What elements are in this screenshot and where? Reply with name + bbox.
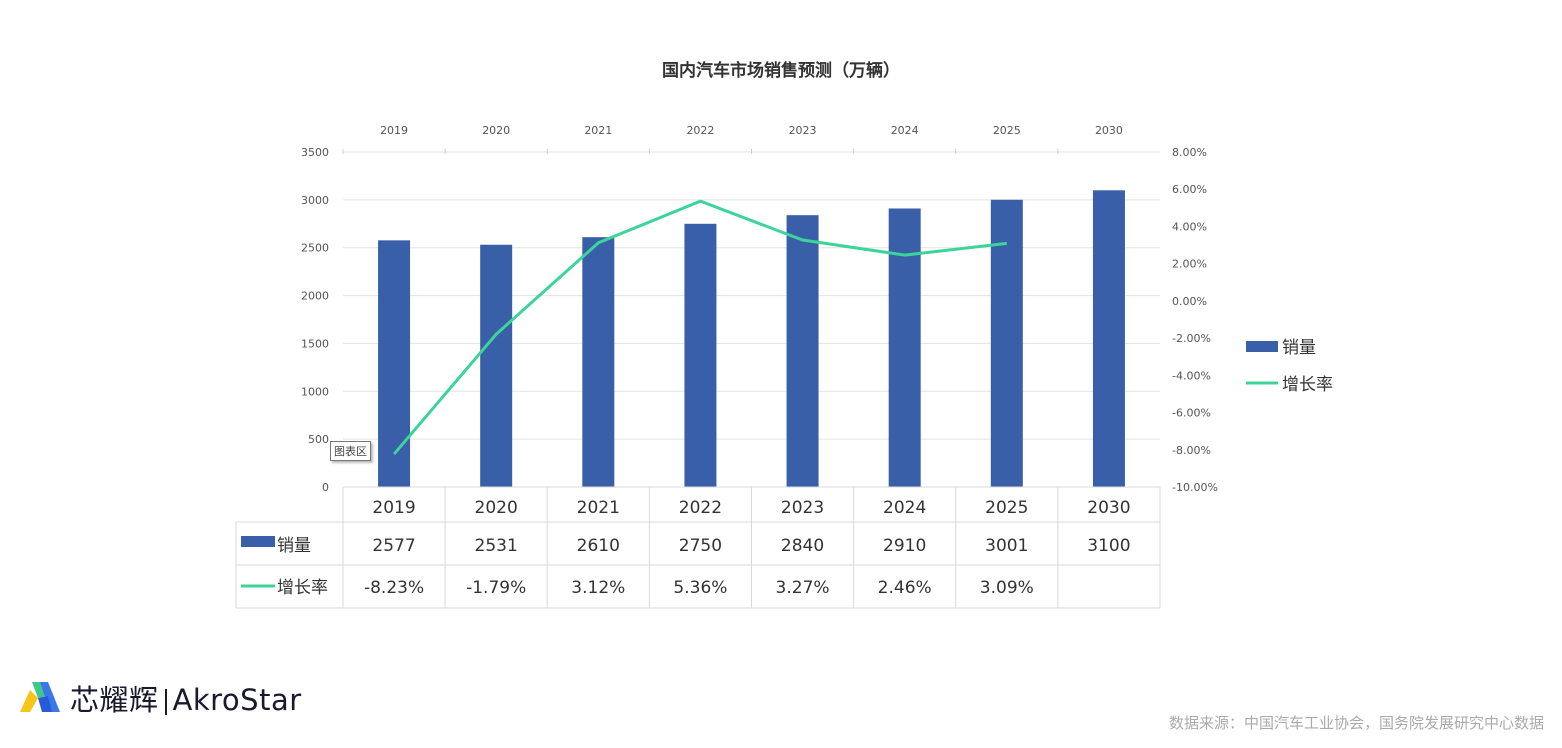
table-growth-value: 3.27% (776, 578, 830, 598)
table-sales-label: 销量 (277, 536, 311, 556)
left-axis-tick: 3000 (301, 194, 329, 207)
right-axis-tick: -8.00% (1172, 444, 1211, 457)
bar-2022 (684, 223, 717, 488)
left-axis-tick: 2000 (301, 290, 329, 303)
table-sales-value: 2840 (781, 536, 824, 556)
table-sales-key-icon (241, 536, 275, 547)
table-growth-value: 2.46% (878, 578, 932, 598)
right-axis-tick: 8.00% (1172, 146, 1207, 159)
table-year: 2019 (372, 498, 415, 518)
right-axis-tick: -2.00% (1172, 332, 1211, 345)
bar-2023 (786, 215, 819, 487)
right-axis-tick: 2.00% (1172, 258, 1207, 271)
table-growth-value: -1.79% (466, 578, 526, 598)
table-year: 2025 (985, 498, 1028, 518)
top-axis-label: 2030 (1095, 124, 1123, 137)
table-growth-value: 3.12% (571, 578, 625, 598)
table-sales-value: 3001 (985, 536, 1028, 556)
top-axis-label: 2020 (482, 124, 510, 137)
right-axis-tick: 4.00% (1172, 220, 1207, 233)
bar-2024 (888, 208, 921, 487)
bar-2021 (582, 237, 615, 487)
table-year: 2024 (883, 498, 926, 518)
table-growth-label: 增长率 (277, 578, 328, 598)
top-axis-label: 2024 (891, 124, 919, 137)
chart-title: 国内汽车市场销售预测（万辆） (662, 61, 900, 81)
right-axis-tick: -6.00% (1172, 407, 1211, 420)
top-axis-label: 2022 (686, 124, 714, 137)
left-axis-tick: 1000 (301, 385, 329, 398)
logo: 芯耀辉 AkroStar (18, 678, 302, 718)
left-axis-tick: 0 (322, 481, 329, 494)
bar-2025 (990, 199, 1023, 488)
left-axis-tick: 500 (308, 433, 329, 446)
table-year: 2020 (475, 498, 518, 518)
left-axis-tick: 2500 (301, 242, 329, 255)
table-growth-value: 5.36% (673, 578, 727, 598)
akrostar-logo-icon (20, 682, 60, 712)
top-axis-label: 2023 (789, 124, 817, 137)
legend-sales-icon (1246, 341, 1278, 352)
bar-2019 (378, 240, 411, 487)
left-axis-tick: 1500 (301, 337, 329, 350)
table-sales-value: 2910 (883, 536, 926, 556)
table-year: 2030 (1087, 498, 1130, 518)
logo-text: 芯耀辉 AkroStar (70, 683, 302, 717)
bar-2030 (1092, 190, 1125, 488)
bar-2020 (480, 244, 513, 487)
legend-sales-label: 销量 (1282, 338, 1316, 358)
table-sales-value: 2610 (577, 536, 620, 556)
table-sales-value: 2750 (679, 536, 722, 556)
table-growth-value: 3.09% (980, 578, 1034, 598)
table-year: 2023 (781, 498, 824, 518)
legend-growth-label: 增长率 (1282, 375, 1333, 395)
left-axis-tick: 3500 (301, 146, 329, 159)
top-axis-label: 2019 (380, 124, 408, 137)
table-sales-value: 2577 (372, 536, 415, 556)
table-sales-value: 3100 (1087, 536, 1130, 556)
data-source: 数据来源：中国汽车工业协会，国务院发展研究中心数据 (1168, 714, 1544, 732)
table-growth-value: -8.23% (364, 578, 424, 598)
table-year: 2021 (577, 498, 620, 518)
right-axis-tick: -4.00% (1172, 369, 1211, 382)
top-axis-label: 2025 (993, 124, 1021, 137)
right-axis-tick: 0.00% (1172, 295, 1207, 308)
right-axis-tick: -10.00% (1172, 481, 1218, 494)
top-axis-label: 2021 (584, 124, 612, 137)
chart-area-tooltip: 图表区 (330, 441, 371, 461)
table-sales-value: 2531 (475, 536, 518, 556)
table-year: 2022 (679, 498, 722, 518)
right-axis-tick: 6.00% (1172, 183, 1207, 196)
